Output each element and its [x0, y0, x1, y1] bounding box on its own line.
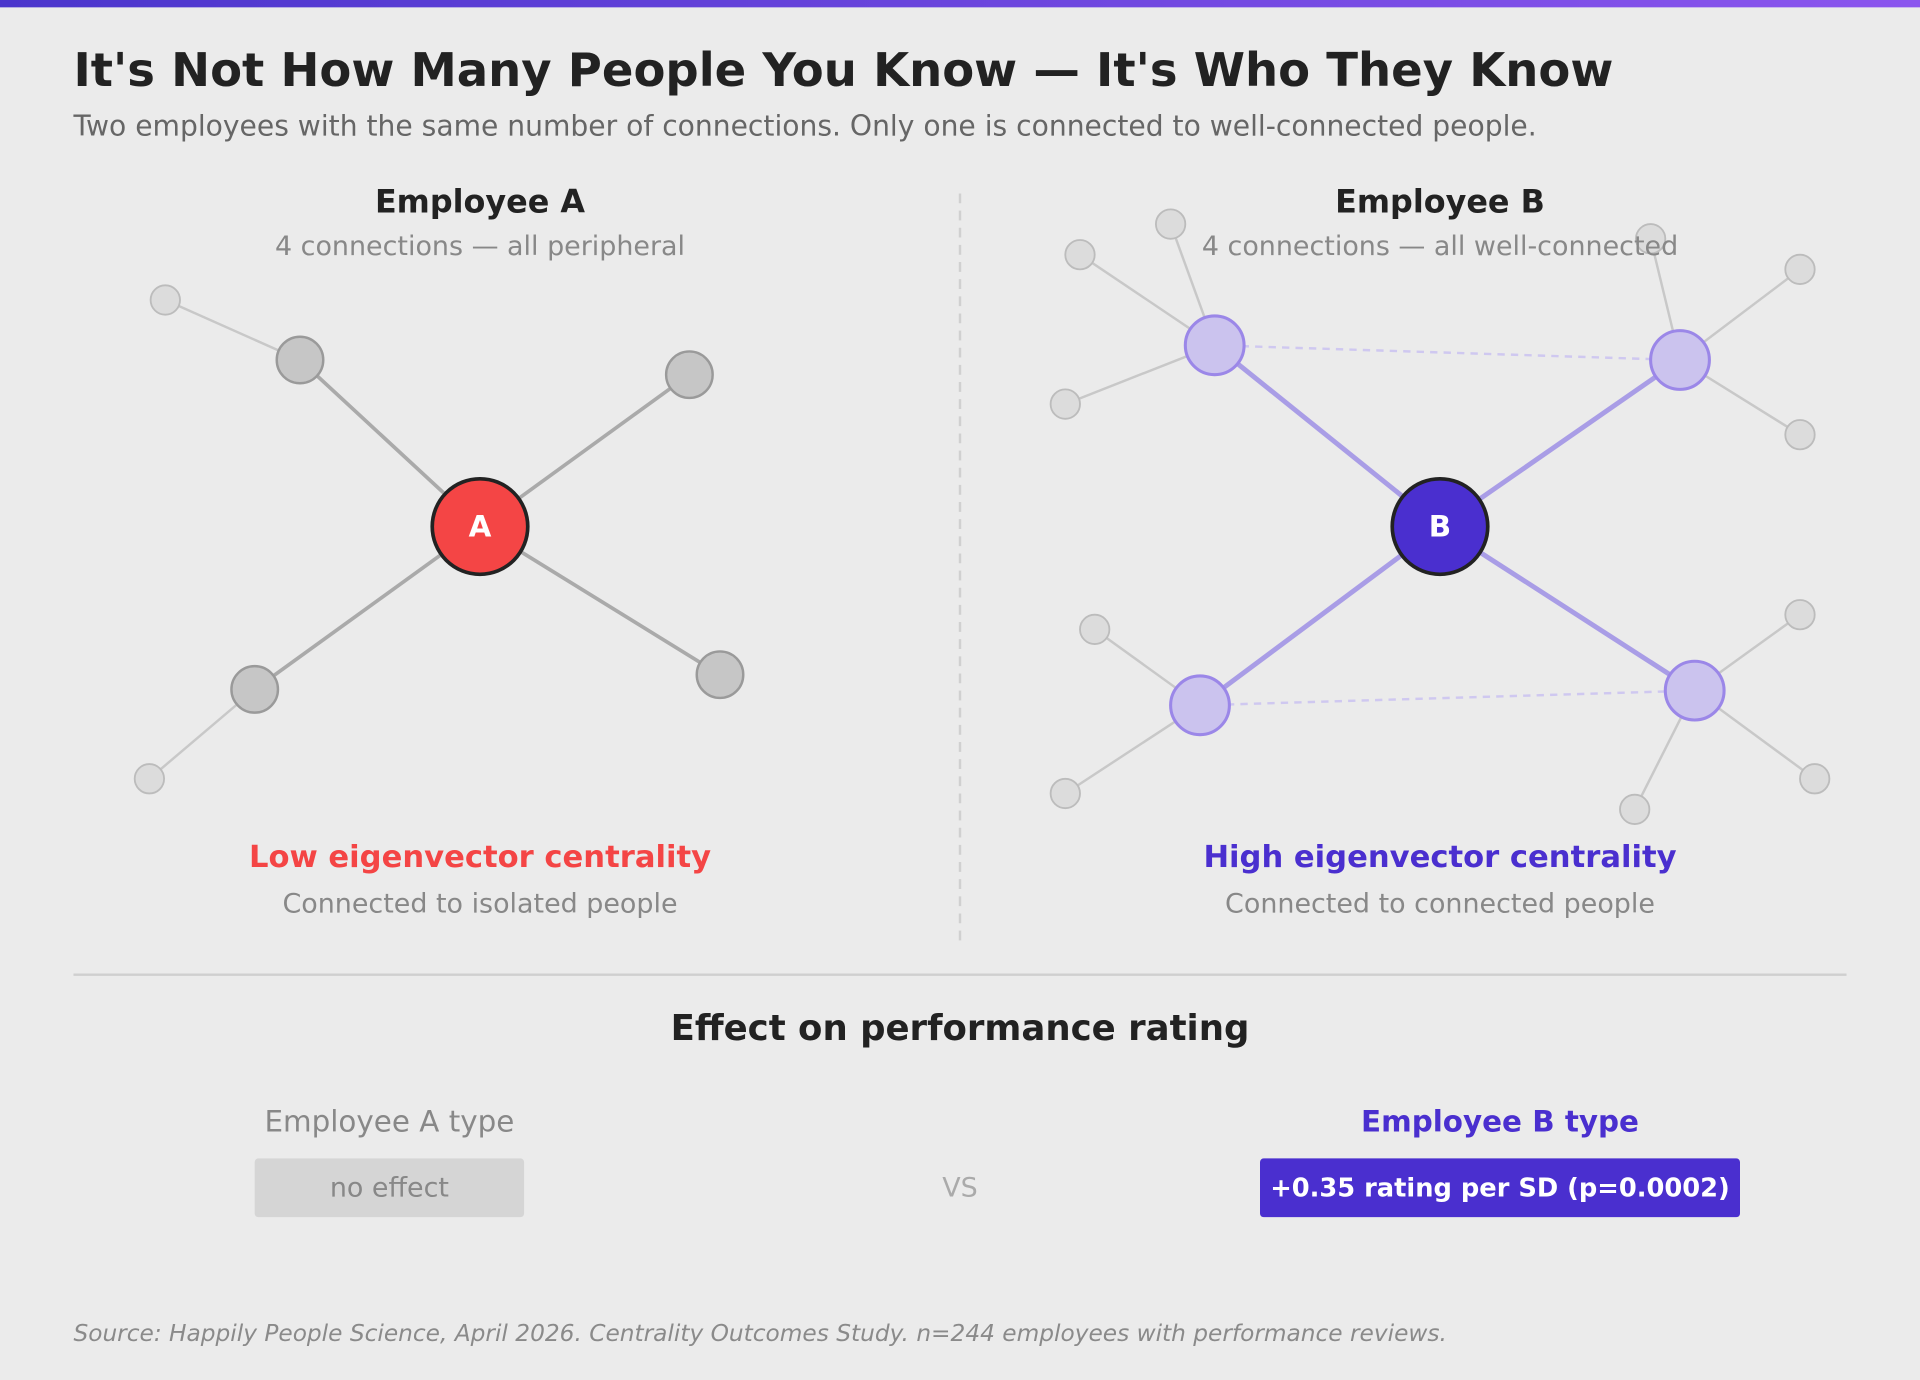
verdict-note: Connected to isolated people	[282, 888, 677, 919]
panel-title: Employee A	[375, 182, 585, 220]
effect-label: Employee A type	[264, 1104, 514, 1138]
effect-badge	[1260, 1158, 1740, 1218]
network-b	[1049, 208, 1831, 825]
node-label: A	[469, 509, 492, 543]
top-bar	[0, 0, 1920, 8]
verdict-note: Connected to connected people	[1225, 888, 1655, 919]
subtitle: Two employees with the same number of co…	[72, 109, 1536, 142]
effect-badge	[254, 1158, 525, 1218]
panel-title: Employee B	[1335, 182, 1545, 220]
effect-label: Employee B type	[1361, 1104, 1639, 1138]
effect-value: no effect	[330, 1172, 449, 1203]
effect-value: +0.35 rating per SD (p=0.0002)	[1270, 1173, 1730, 1203]
verdict: High eigenvector centrality	[1203, 840, 1676, 875]
vs-separator: VS	[942, 1172, 978, 1203]
source-note: Source: Happily People Science, April 20…	[73, 1320, 1446, 1347]
effect-title: Effect on performance rating	[671, 1008, 1250, 1049]
panel-subtitle: 4 connections — all well-connected	[1202, 231, 1678, 262]
panel-subtitle: 4 connections — all peripheral	[275, 231, 685, 262]
network-a	[133, 284, 745, 795]
node-label: B	[1429, 509, 1451, 543]
title: It's Not How Many People You Know — It's…	[73, 43, 1613, 97]
verdict: Low eigenvector centrality	[249, 840, 711, 875]
